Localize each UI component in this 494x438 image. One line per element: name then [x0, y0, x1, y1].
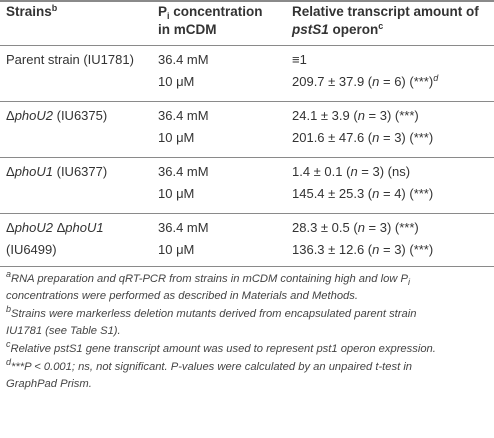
- footnote-sub: i: [407, 277, 410, 287]
- value-cell: ≡1: [292, 52, 307, 67]
- gene-name: phoU1: [14, 164, 53, 179]
- strain-id: (IU6375): [53, 108, 108, 123]
- value-cell: 136.3 ± 12.6 (n = 3) (***): [292, 241, 433, 259]
- concentration-high: 36.4 mM: [158, 108, 209, 123]
- header-pi-rest: concentration: [169, 4, 263, 19]
- value-text: 24.1 ± 3.9 (: [292, 108, 358, 123]
- value-text: 209.7 ± 37.9 (: [292, 74, 373, 89]
- header-pi-p: P: [158, 4, 168, 19]
- footnote-text: Strains were markerless deletion mutants…: [11, 308, 417, 320]
- concentration-high: 36.4 mM: [158, 220, 209, 235]
- value-n: n: [372, 130, 380, 145]
- strain-double-mutant: ΔphoU2 ΔphoU1: [6, 219, 104, 237]
- gene-name: phoU2: [14, 108, 53, 123]
- header-relative-transcript: Relative transcript amount of: [292, 4, 479, 19]
- value-text: 201.6 ± 47.6 (: [292, 130, 373, 145]
- value-cell: 201.6 ± 47.6 (n = 3) (***): [292, 129, 433, 147]
- header-relative-line2: pstS1 operonc: [292, 21, 383, 39]
- concentration-low: 10 μM: [158, 74, 195, 89]
- value-text: 1.4 ± 0.1 (: [292, 164, 351, 179]
- header-pi-line2: in mCDM: [158, 22, 217, 37]
- header-strains: Strainsb: [6, 3, 57, 21]
- value-cell: 1.4 ± 0.1 (n = 3) (ns): [292, 163, 410, 181]
- header-gene-name: pstS1: [292, 22, 329, 37]
- header-strains-text: Strains: [6, 4, 52, 19]
- header-pi-sub: i: [167, 11, 170, 21]
- footnote-text: ***P < 0.001; ns, not significant. P-val…: [11, 361, 413, 373]
- value-text: = 3) (***): [379, 130, 434, 145]
- value-text: = 4) (***): [379, 186, 434, 201]
- value-n: n: [372, 186, 380, 201]
- value-text: = 3) (***): [364, 220, 419, 235]
- footnote-b: bStrains were markerless deletion mutant…: [6, 304, 490, 340]
- value-cell: 145.4 ± 25.3 (n = 4) (***): [292, 185, 433, 203]
- footnote-text: concentrations were performed as describ…: [6, 290, 358, 302]
- value-text: 28.3 ± 0.5 (: [292, 220, 358, 235]
- value-n: n: [357, 220, 365, 235]
- delta-symbol: Δ: [6, 164, 15, 179]
- footnote-mark: c: [6, 339, 11, 349]
- concentration-high: 36.4 mM: [158, 164, 209, 179]
- footnote-d: d***P < 0.001; ns, not significant. P-va…: [6, 357, 490, 393]
- footnote-mark: b: [6, 304, 12, 314]
- footnote-text: IU1781 (see Table S1).: [6, 325, 121, 337]
- footnote-mark: a: [6, 269, 12, 279]
- concentration-low: 10 μM: [158, 130, 195, 145]
- value-cell: 28.3 ± 0.5 (n = 3) (***): [292, 219, 419, 237]
- value-text: = 6) (***): [379, 74, 434, 89]
- value-cell: 209.7 ± 37.9 (n = 6) (***)d: [292, 73, 438, 91]
- footnote-text: GraphPad Prism.: [6, 378, 92, 390]
- value-n: n: [350, 164, 358, 179]
- concentration-high: 36.4 mM: [158, 52, 209, 67]
- value-text: 136.3 ± 12.6 (: [292, 242, 373, 257]
- value-text: = 3) (***): [379, 242, 434, 257]
- value-text: = 3) (ns): [357, 164, 411, 179]
- footnote-text: Relative pstS1 gene transcript amount wa…: [10, 343, 436, 355]
- strain-phoU2: ΔphoU2 (IU6375): [6, 107, 107, 125]
- strain-phoU1: ΔphoU1 (IU6377): [6, 163, 107, 181]
- delta-symbol: Δ: [6, 220, 15, 235]
- strain-id: (IU6377): [53, 164, 108, 179]
- gene-name: phoU2: [14, 220, 53, 235]
- concentration-low: 10 μM: [158, 242, 195, 257]
- concentration-low: 10 μM: [158, 186, 195, 201]
- header-pi-concentration: Pi concentration: [158, 3, 263, 21]
- header-operon: operon: [328, 22, 379, 37]
- footnote-text: RNA preparation and qRT-PCR from strains…: [11, 273, 408, 285]
- value-n: n: [372, 74, 380, 89]
- value-text: = 3) (***): [364, 108, 419, 123]
- footnote-mark-c: c: [378, 21, 384, 31]
- footnote-mark-b: b: [51, 3, 58, 13]
- strain-parent: Parent strain (IU1781): [6, 52, 134, 67]
- row-rule: [0, 213, 494, 214]
- row-rule: [0, 157, 494, 158]
- table-bottom-rule: [0, 266, 494, 267]
- gene-name: phoU1: [65, 220, 104, 235]
- delta-symbol: Δ: [6, 108, 15, 123]
- delta-symbol: Δ: [53, 220, 66, 235]
- footnote-a: aRNA preparation and qRT-PCR from strain…: [6, 269, 490, 305]
- table-top-rule: [0, 0, 494, 2]
- footnote-mark-d: d: [433, 73, 439, 83]
- value-cell: 24.1 ± 3.9 (n = 3) (***): [292, 107, 419, 125]
- value-n: n: [372, 242, 380, 257]
- value-n: n: [357, 108, 365, 123]
- strain-id: (IU6499): [6, 242, 57, 257]
- footnote-c: cRelative pstS1 gene transcript amount w…: [6, 339, 490, 358]
- header-rule: [0, 45, 494, 46]
- footnote-mark: d: [6, 357, 12, 367]
- value-text: 145.4 ± 25.3 (: [292, 186, 373, 201]
- row-rule: [0, 101, 494, 102]
